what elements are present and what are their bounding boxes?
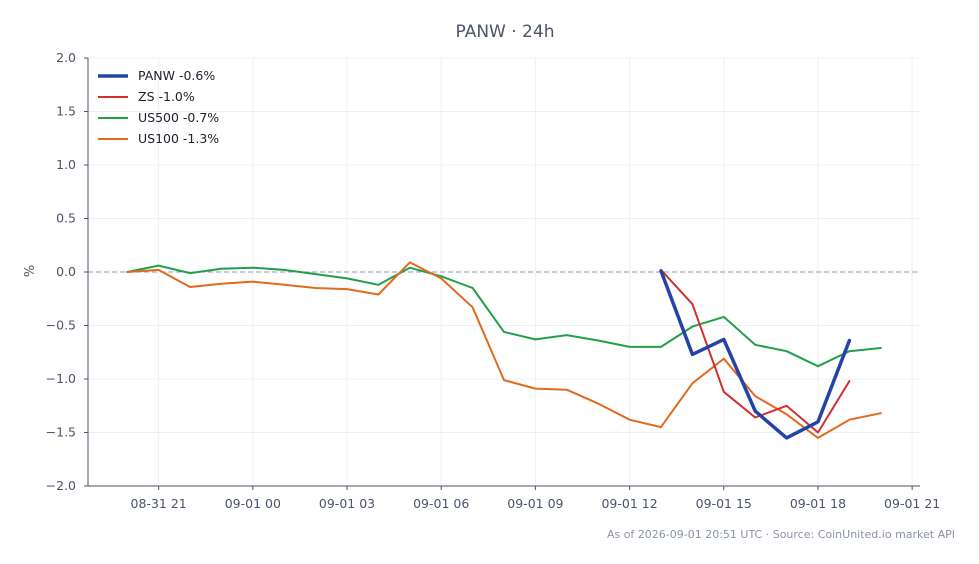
y-tick-label: 1.5	[56, 104, 76, 119]
series-line	[126, 261, 882, 439]
axes: 2.0 1.5 1.0 0.5 0.0 −0.5 −1.0 −1.5 −2.0 08-31 21 0…	[46, 50, 941, 511]
series-layer	[126, 261, 882, 440]
legend-label: PANW -0.6%	[138, 68, 215, 83]
chart-title: PANW · 24h	[456, 22, 555, 42]
y-axis-label: %	[23, 265, 38, 277]
footer-source: As of 2026-09-01 20:51 UTC · Source: Coi…	[607, 528, 955, 541]
legend-label: US100 -1.3%	[138, 131, 219, 146]
y-tick-label: −0.5	[46, 318, 76, 333]
y-tick-label: 0.5	[56, 211, 76, 226]
x-tick-label: 09-01 06	[413, 496, 469, 511]
y-tick-label: 1.0	[56, 157, 76, 172]
legend-label: US500 -0.7%	[138, 110, 219, 125]
y-tick-label: 2.0	[56, 50, 76, 65]
x-tick-label: 09-01 21	[884, 496, 940, 511]
x-tick-label: 08-31 21	[131, 496, 187, 511]
series-line	[126, 264, 882, 368]
grid	[88, 57, 920, 487]
y-tick-label: −1.0	[46, 371, 76, 386]
series-line	[660, 268, 851, 434]
x-tick-label: 09-01 18	[790, 496, 846, 511]
x-tick-label: 09-01 03	[319, 496, 375, 511]
y-tick-label: −2.0	[46, 478, 76, 493]
y-tick-label: −1.5	[46, 425, 76, 440]
series-line	[659, 269, 852, 440]
legend: PANW -0.6% ZS -1.0% US500 -0.7% US100 -1.3%	[98, 68, 219, 146]
x-tick-label: 09-01 09	[507, 496, 563, 511]
x-tick-label: 09-01 00	[225, 496, 281, 511]
legend-label: ZS -1.0%	[138, 89, 195, 104]
x-tick-label: 09-01 12	[601, 496, 657, 511]
y-tick-label: 0.0	[56, 264, 76, 279]
x-tick-label: 09-01 15	[696, 496, 752, 511]
